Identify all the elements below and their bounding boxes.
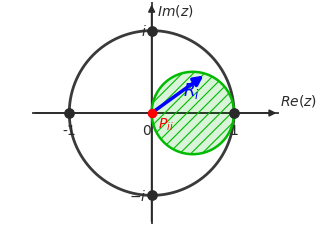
Circle shape	[152, 72, 234, 155]
Text: 1: 1	[230, 123, 239, 137]
Text: 0: 0	[142, 123, 151, 137]
Text: $Re(z)$: $Re(z)$	[280, 93, 317, 109]
Text: $-i$: $-i$	[129, 188, 147, 203]
Point	[67, 112, 72, 115]
Point	[149, 30, 154, 33]
Text: -1: -1	[62, 123, 76, 137]
Point	[232, 112, 237, 115]
Text: $i$: $i$	[141, 24, 147, 39]
Text: $R_i$: $R_i$	[183, 81, 200, 100]
Text: $P_{ii}$: $P_{ii}$	[158, 116, 174, 133]
Point	[149, 194, 154, 197]
Text: $Im(z)$: $Im(z)$	[156, 3, 193, 19]
Point	[149, 112, 154, 115]
